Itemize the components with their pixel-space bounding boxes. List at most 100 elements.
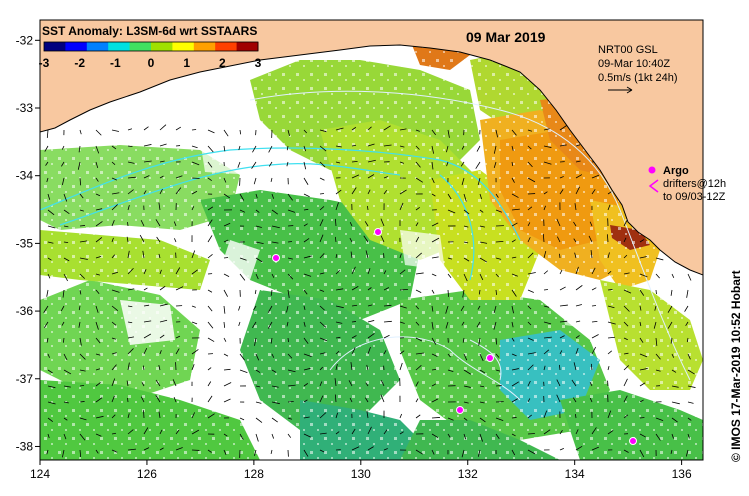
current-vector <box>63 417 68 421</box>
current-vector <box>158 202 161 211</box>
current-vector <box>367 446 374 451</box>
current-vector <box>383 350 387 355</box>
colorbar <box>43 41 259 52</box>
current-vector <box>671 369 677 373</box>
x-tick-label: 124 <box>30 467 50 481</box>
current-vector <box>447 433 451 438</box>
current-vector <box>319 272 325 275</box>
current-vector <box>143 287 148 291</box>
current-vector <box>479 225 486 228</box>
current-vector <box>511 129 517 136</box>
current-vector <box>46 289 49 297</box>
current-vector <box>239 369 248 373</box>
current-vector <box>685 321 689 327</box>
current-vector <box>351 428 356 435</box>
current-vector <box>477 449 481 457</box>
current-vector <box>335 412 339 419</box>
current-vector <box>527 145 532 150</box>
current-vector <box>223 433 228 437</box>
current-vector <box>479 353 484 362</box>
current-vector <box>671 385 679 388</box>
current-vector <box>607 270 612 275</box>
current-vector <box>303 305 306 310</box>
current-vector <box>655 337 658 346</box>
current-vector <box>447 129 450 138</box>
current-vector <box>447 369 454 373</box>
current-vector <box>479 401 485 404</box>
current-vector <box>303 161 307 170</box>
current-vector <box>127 413 130 419</box>
current-vector <box>367 205 369 211</box>
current-vector <box>670 289 673 296</box>
current-vector <box>159 124 167 131</box>
current-vector <box>47 257 52 261</box>
current-vector <box>335 161 341 164</box>
current-vector <box>63 433 67 440</box>
current-vector <box>111 289 120 293</box>
current-vector <box>476 321 481 328</box>
current-vector <box>687 369 695 375</box>
current-vector <box>238 305 241 311</box>
current-vector <box>126 236 129 243</box>
current-vector <box>588 235 593 243</box>
x-axis: 124 126 128 130 132 134 136 <box>30 460 692 481</box>
current-vector <box>591 346 597 355</box>
current-vector <box>575 347 579 355</box>
current-vector <box>543 250 547 259</box>
current-vector <box>591 427 597 435</box>
current-vector <box>655 273 660 279</box>
colorbar-segment <box>65 42 88 51</box>
current-vector <box>589 381 593 387</box>
current-vector <box>270 289 273 296</box>
current-vector <box>95 237 103 243</box>
current-vector <box>623 378 628 387</box>
current-vector <box>380 235 385 243</box>
current-vector <box>191 429 200 435</box>
current-vector <box>239 433 244 440</box>
plot-area <box>40 20 703 460</box>
current-vector <box>655 257 664 261</box>
current-vector <box>462 289 465 298</box>
current-vector <box>287 337 289 343</box>
current-vector <box>223 129 229 137</box>
colorbar-segment <box>215 42 238 51</box>
current-vector <box>639 321 642 327</box>
current-vector <box>334 394 337 403</box>
current-vector <box>367 333 375 339</box>
current-vector <box>381 380 385 387</box>
colorbar-tick-label: -1 <box>110 56 121 70</box>
current-vector <box>366 364 369 371</box>
current-vector <box>655 433 661 441</box>
current-vector <box>223 177 227 183</box>
current-vector <box>463 193 467 202</box>
current-vector <box>143 160 152 163</box>
colorbar-ticks: -3 -2 -1 0 1 2 3 <box>39 56 262 70</box>
current-vector <box>335 189 342 195</box>
current-vector <box>447 353 451 358</box>
current-vector <box>79 177 82 186</box>
current-vector <box>335 305 344 309</box>
current-vector <box>95 273 100 276</box>
current-vector <box>431 368 437 371</box>
current-vector <box>511 353 517 357</box>
current-vector <box>79 273 85 279</box>
current-vector <box>623 352 629 355</box>
current-vector <box>527 222 531 227</box>
current-vector <box>511 273 518 277</box>
argo-legend-icon <box>648 166 656 174</box>
current-vector <box>111 352 117 355</box>
current-vector <box>95 397 103 403</box>
current-vector <box>399 350 405 355</box>
current-vector <box>383 125 391 131</box>
current-vector <box>223 305 226 314</box>
current-vector <box>127 205 130 211</box>
current-vector <box>591 446 599 451</box>
current-vector <box>303 383 309 387</box>
current-vector <box>63 257 70 262</box>
current-vector <box>460 161 465 167</box>
colorbar-segment <box>86 42 109 51</box>
current-vector <box>191 269 198 275</box>
current-vector <box>143 269 147 275</box>
current-vector <box>319 219 324 227</box>
current-vector <box>223 398 231 403</box>
